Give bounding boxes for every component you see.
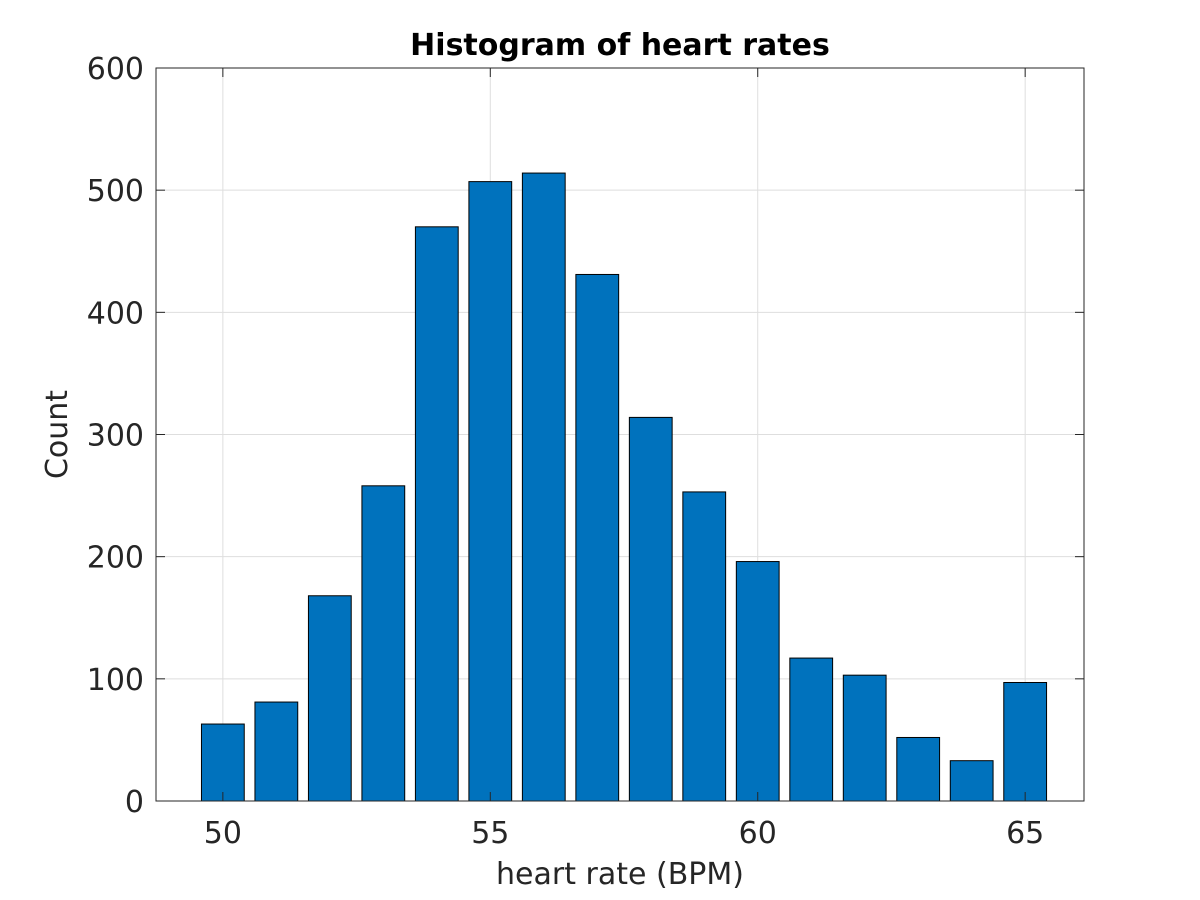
- x-tick-label: 50: [204, 816, 242, 851]
- x-axis-title: heart rate (BPM): [496, 857, 744, 892]
- histogram-bar: [254, 701, 299, 802]
- y-tick-label: 100: [87, 663, 144, 698]
- y-axis-title: Count: [40, 390, 75, 479]
- histogram-bar: [842, 674, 887, 802]
- y-tick-label: 300: [87, 419, 144, 454]
- histogram-bar: [361, 485, 406, 802]
- histogram-bar: [575, 273, 620, 802]
- histogram-bar: [949, 760, 994, 802]
- bars: [200, 172, 1048, 802]
- chart-title: Histogram of heart rates: [410, 28, 830, 63]
- tick-marks: [156, 67, 1084, 802]
- y-tick-label: 500: [87, 174, 144, 209]
- y-tick-label: 0: [125, 785, 144, 820]
- x-tick-labels: 50 55 60 65: [204, 816, 1044, 851]
- histogram-bar: [682, 491, 727, 802]
- histogram-bar: [896, 736, 941, 802]
- y-tick-label: 600: [87, 52, 144, 87]
- y-tick-labels: 0 100 200 300 400 500 600: [87, 52, 144, 820]
- x-tick-label: 60: [739, 816, 777, 851]
- y-tick-label: 200: [87, 541, 144, 576]
- x-tick-label: 55: [471, 816, 509, 851]
- histogram-bar: [628, 416, 673, 802]
- histogram-bar: [307, 595, 352, 802]
- histogram-bar: [789, 657, 834, 802]
- histogram-bar: [468, 181, 513, 802]
- histogram-bar: [521, 172, 566, 802]
- histogram-bar: [735, 561, 780, 802]
- grid-lines: [156, 67, 1084, 802]
- y-tick-label: 400: [87, 296, 144, 331]
- histogram-bar: [414, 226, 459, 802]
- x-tick-label: 65: [1006, 816, 1044, 851]
- histogram-bar: [200, 723, 245, 802]
- histogram-bar: [1003, 681, 1048, 802]
